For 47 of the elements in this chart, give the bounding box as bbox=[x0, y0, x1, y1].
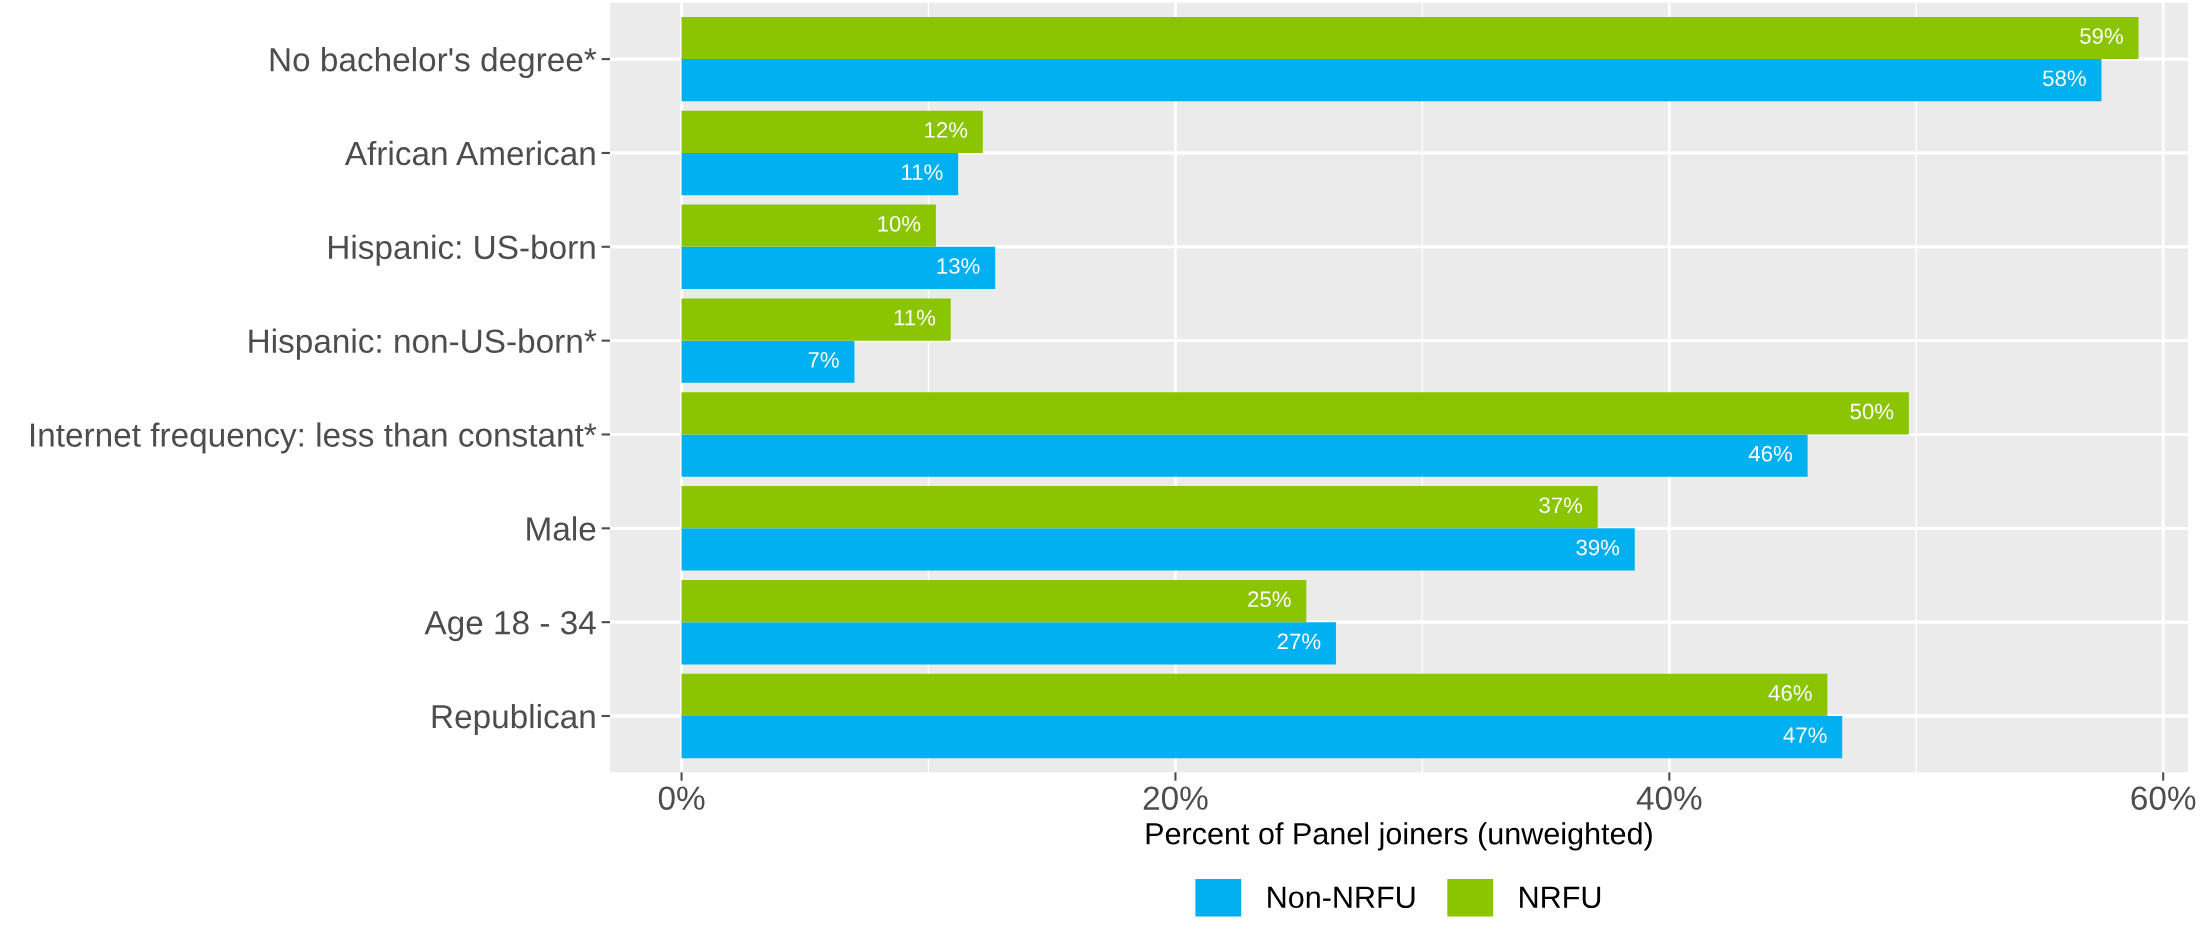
legend-label: NRFU bbox=[1520, 886, 1601, 909]
data-label: 10% bbox=[878, 215, 921, 232]
x-tick-label: 20% bbox=[1143, 786, 1208, 810]
y-tick-label: Hispanic: non-US-born* bbox=[249, 328, 597, 360]
data-label: 11% bbox=[894, 309, 936, 326]
data-label: 7% bbox=[808, 352, 839, 368]
data-label: 37% bbox=[1539, 497, 1583, 514]
bar bbox=[681, 298, 951, 341]
bar bbox=[681, 392, 1909, 435]
bar bbox=[681, 59, 2102, 102]
y-tick-label: Republican bbox=[432, 703, 595, 735]
x-tick-label: 40% bbox=[1636, 786, 1702, 810]
y-tick-label: African American bbox=[344, 140, 595, 166]
data-label: 58% bbox=[2043, 70, 2086, 87]
bar bbox=[681, 110, 983, 153]
y-tick-label: Age 18 - 34 bbox=[424, 610, 596, 642]
data-label: 39% bbox=[1576, 539, 1620, 556]
legend-label: Non-NRFU bbox=[1268, 886, 1415, 909]
y-tick-label: Male bbox=[527, 516, 596, 541]
y-tick-label: No bachelor's degree* bbox=[270, 47, 597, 79]
x-axis-title: Percent of Panel joiners (unweighted) bbox=[1146, 822, 1652, 851]
bar bbox=[681, 246, 996, 290]
data-label: 46% bbox=[1768, 685, 1812, 701]
bar bbox=[681, 716, 1843, 759]
data-label: 27% bbox=[1277, 633, 1321, 650]
data-label: 46% bbox=[1748, 445, 1793, 462]
y-tick-label: Hispanic: US-born bbox=[329, 234, 595, 266]
data-label: 13% bbox=[937, 258, 980, 274]
bar bbox=[681, 579, 1307, 623]
bar bbox=[681, 434, 1808, 477]
x-tick-label: 60% bbox=[2131, 786, 2196, 810]
data-label: 50% bbox=[1850, 403, 1894, 420]
bar bbox=[681, 486, 1598, 529]
data-label: 59% bbox=[2080, 28, 2123, 44]
data-label: 47% bbox=[1783, 727, 1827, 743]
bar bbox=[681, 673, 1828, 716]
bar bbox=[681, 528, 1635, 571]
bar bbox=[681, 16, 2139, 60]
bar bbox=[681, 204, 936, 247]
bar bbox=[681, 152, 959, 196]
data-label: 25% bbox=[1248, 591, 1291, 608]
data-label: 11% bbox=[902, 164, 943, 180]
bar bbox=[681, 340, 855, 383]
data-label: 12% bbox=[925, 122, 968, 138]
bar bbox=[681, 622, 1336, 665]
x-tick-label: 0% bbox=[658, 786, 705, 810]
y-tick-label: Internet frequency: less than constant* bbox=[31, 422, 597, 454]
